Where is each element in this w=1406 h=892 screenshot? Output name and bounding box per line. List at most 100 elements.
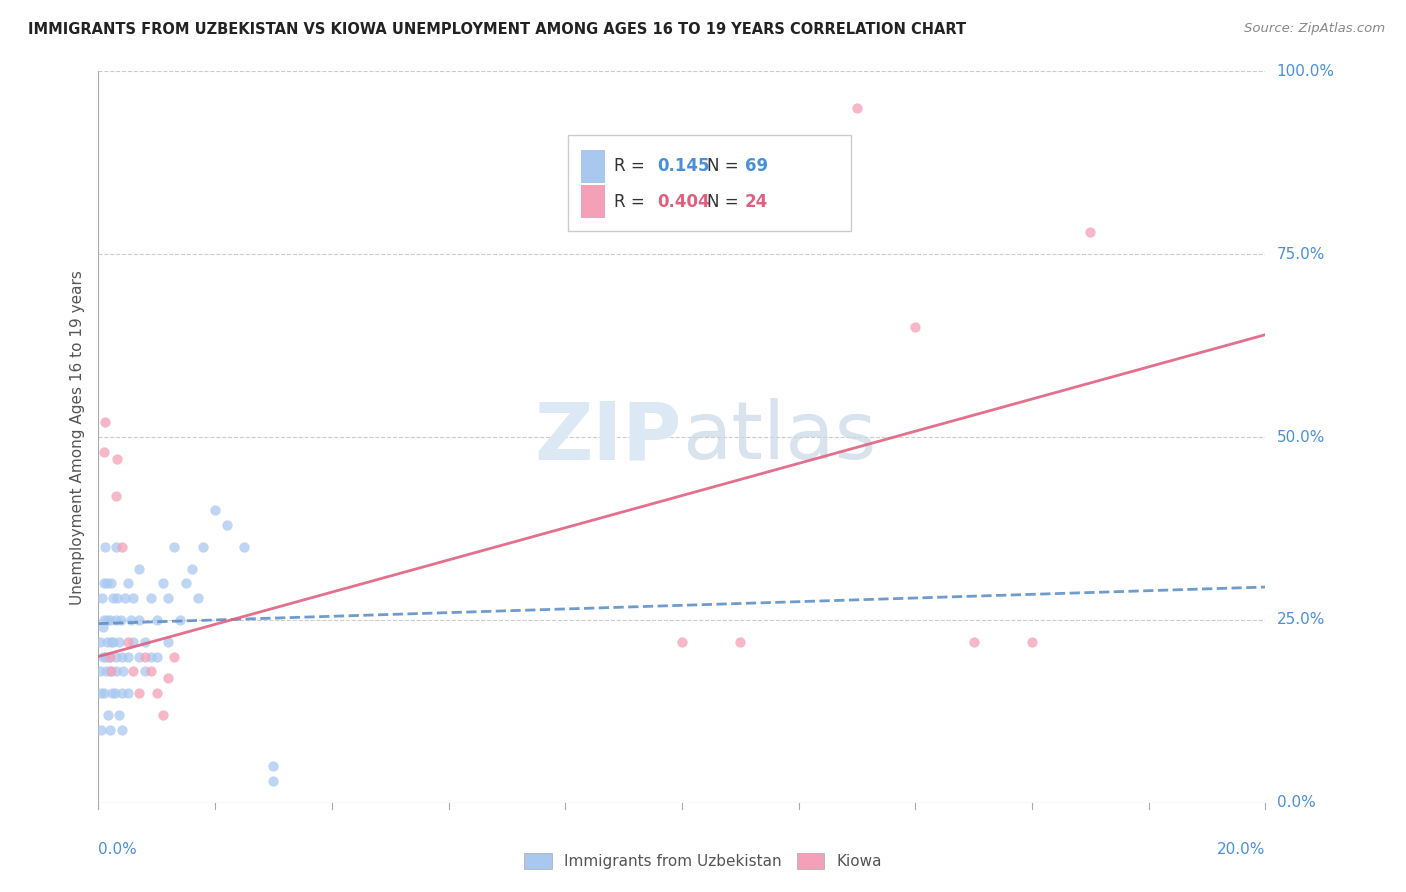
Point bbox=[262, 773, 284, 788]
Point bbox=[1080, 225, 1102, 239]
Point bbox=[90, 591, 112, 605]
Point bbox=[108, 708, 131, 723]
Text: 25.0%: 25.0% bbox=[1277, 613, 1324, 627]
Point bbox=[134, 635, 156, 649]
Text: ZIP: ZIP bbox=[534, 398, 682, 476]
Text: R =: R = bbox=[614, 193, 650, 211]
Point bbox=[111, 664, 134, 678]
Point bbox=[98, 649, 121, 664]
Text: N =: N = bbox=[707, 157, 744, 175]
Point bbox=[104, 613, 127, 627]
Point bbox=[117, 635, 139, 649]
Point bbox=[169, 613, 191, 627]
Point bbox=[180, 562, 202, 576]
Text: 24: 24 bbox=[745, 193, 768, 211]
Text: 50.0%: 50.0% bbox=[1277, 430, 1324, 444]
Point bbox=[97, 708, 120, 723]
Point bbox=[100, 576, 122, 591]
Y-axis label: Unemployment Among Ages 16 to 19 years: Unemployment Among Ages 16 to 19 years bbox=[69, 269, 84, 605]
Point bbox=[101, 591, 124, 605]
Text: 75.0%: 75.0% bbox=[1277, 247, 1324, 261]
Point bbox=[134, 649, 156, 664]
Point bbox=[671, 635, 693, 649]
Point bbox=[146, 649, 169, 664]
Point bbox=[139, 649, 162, 664]
Text: 20.0%: 20.0% bbox=[1218, 842, 1265, 856]
Point bbox=[128, 562, 150, 576]
Point bbox=[94, 664, 117, 678]
Point bbox=[111, 649, 134, 664]
Point bbox=[105, 591, 128, 605]
Point bbox=[122, 591, 145, 605]
Point bbox=[187, 591, 209, 605]
Point bbox=[96, 576, 118, 591]
Point bbox=[91, 649, 114, 664]
Point bbox=[101, 686, 124, 700]
Point bbox=[117, 649, 139, 664]
Point bbox=[90, 686, 112, 700]
Point bbox=[93, 613, 115, 627]
Point bbox=[962, 635, 984, 649]
Point bbox=[120, 613, 142, 627]
Point bbox=[105, 452, 128, 467]
Text: Source: ZipAtlas.com: Source: ZipAtlas.com bbox=[1244, 22, 1385, 36]
Point bbox=[98, 723, 121, 737]
Point bbox=[146, 686, 169, 700]
Point bbox=[100, 664, 122, 678]
Point bbox=[94, 540, 117, 554]
Text: R =: R = bbox=[614, 157, 650, 175]
Point bbox=[117, 576, 139, 591]
Text: atlas: atlas bbox=[682, 398, 876, 476]
Point bbox=[111, 540, 134, 554]
Point bbox=[262, 759, 284, 773]
Point bbox=[104, 686, 127, 700]
Point bbox=[204, 503, 226, 517]
Point bbox=[163, 540, 186, 554]
Point bbox=[110, 613, 132, 627]
Point bbox=[846, 101, 869, 115]
Point bbox=[233, 540, 256, 554]
Point bbox=[139, 664, 162, 678]
Point bbox=[193, 540, 215, 554]
Point bbox=[96, 613, 118, 627]
Text: 0.0%: 0.0% bbox=[98, 842, 138, 856]
Point bbox=[1021, 635, 1043, 649]
Text: 100.0%: 100.0% bbox=[1277, 64, 1334, 78]
Point bbox=[91, 620, 114, 634]
Point bbox=[114, 591, 136, 605]
Point bbox=[128, 686, 150, 700]
Point bbox=[93, 444, 115, 458]
Point bbox=[100, 635, 122, 649]
Point bbox=[128, 613, 150, 627]
Point bbox=[215, 517, 238, 532]
Point bbox=[89, 664, 111, 678]
Point bbox=[98, 664, 121, 678]
Text: 69: 69 bbox=[745, 157, 768, 175]
Text: 0.145: 0.145 bbox=[658, 157, 710, 175]
Point bbox=[122, 664, 145, 678]
Point bbox=[93, 686, 115, 700]
Point bbox=[139, 591, 162, 605]
Point bbox=[89, 635, 111, 649]
Text: N =: N = bbox=[707, 193, 744, 211]
Text: IMMIGRANTS FROM UZBEKISTAN VS KIOWA UNEMPLOYMENT AMONG AGES 16 TO 19 YEARS CORRE: IMMIGRANTS FROM UZBEKISTAN VS KIOWA UNEM… bbox=[28, 22, 966, 37]
Point bbox=[98, 613, 121, 627]
Point bbox=[104, 664, 127, 678]
Text: 0.404: 0.404 bbox=[658, 193, 710, 211]
Point bbox=[904, 320, 927, 334]
Point bbox=[94, 416, 117, 430]
Point bbox=[787, 211, 810, 225]
Point bbox=[163, 649, 186, 664]
Point bbox=[108, 635, 131, 649]
Legend: Immigrants from Uzbekistan, Kiowa: Immigrants from Uzbekistan, Kiowa bbox=[517, 847, 889, 875]
Text: 0.0%: 0.0% bbox=[1277, 796, 1315, 810]
Point bbox=[101, 635, 124, 649]
Point bbox=[104, 540, 127, 554]
Point bbox=[146, 613, 169, 627]
Point bbox=[157, 672, 180, 686]
Point bbox=[104, 489, 127, 503]
Point bbox=[93, 576, 115, 591]
Point bbox=[152, 576, 174, 591]
Point bbox=[117, 686, 139, 700]
Point bbox=[122, 635, 145, 649]
